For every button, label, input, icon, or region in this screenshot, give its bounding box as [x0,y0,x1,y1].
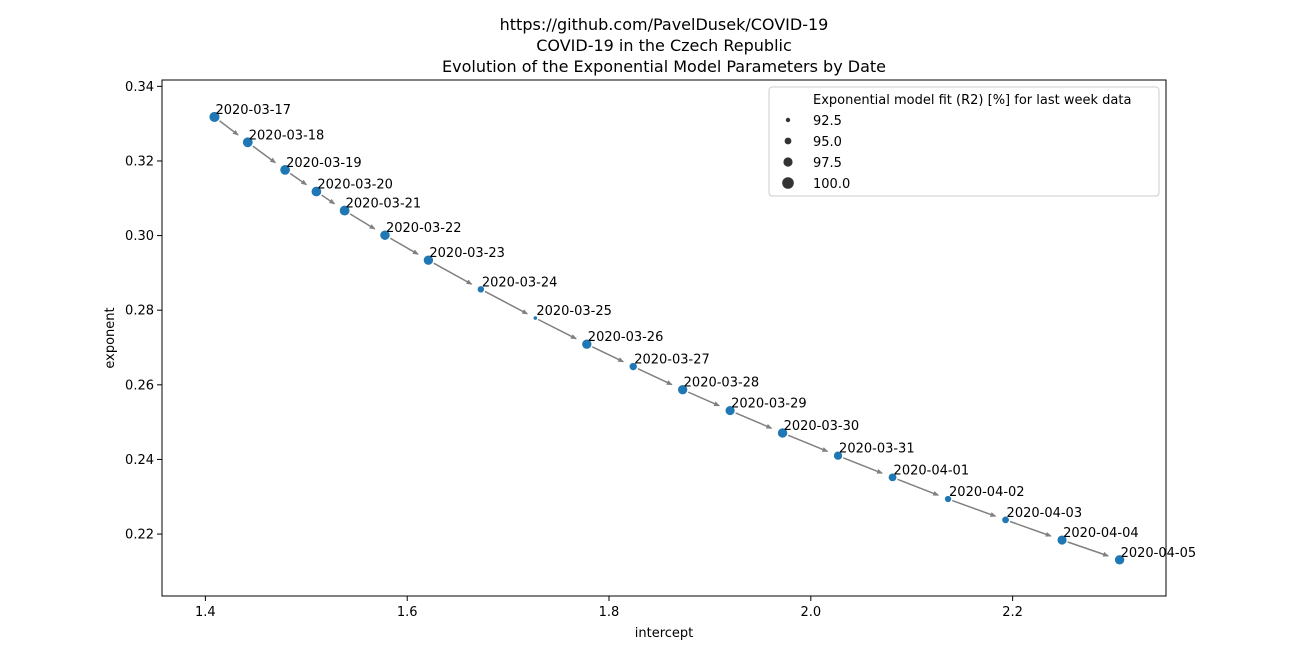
trend-arrow [349,213,376,230]
trend-arrow [484,290,529,315]
chart-title-line-1: https://github.com/PavelDusek/COVID-19 [500,15,829,34]
x-axis: 1.4 1.6 1.8 2.0 2.2 [195,596,1023,620]
point-date-label: 2020-03-25 [536,304,612,319]
point-date-label: 2020-03-18 [249,128,325,143]
x-tick-label: 2.2 [1002,605,1023,620]
y-tick-label: 0.34 [125,80,154,95]
point-date-label: 2020-04-01 [894,463,970,478]
x-axis-label: intercept [635,626,694,641]
y-axis: 0.22 0.24 0.26 0.28 0.30 0.32 0.34 [125,80,162,543]
x-tick-label: 2.0 [800,605,821,620]
data-point [1114,554,1126,566]
trend-arrow [537,318,577,340]
trend-arrow [1009,520,1052,537]
trend-arrow [842,457,883,474]
trend-arrow [687,391,721,407]
data-point [887,472,898,483]
data-point [279,164,291,176]
data-point [379,229,391,241]
data-point [833,450,844,461]
trend-arrow [1067,541,1110,557]
legend-size-marker [783,157,793,167]
trend-arrow [389,237,419,255]
data-point [476,285,485,294]
data-point [581,338,593,350]
data-point [628,362,638,372]
legend-entry-label: 95.0 [813,135,842,150]
data-point [1001,515,1010,525]
point-date-label: 2020-03-26 [588,330,664,345]
legend-title: Exponential model fit (R2) [%] for last … [813,93,1131,108]
y-tick-label: 0.24 [125,453,154,468]
x-tick-label: 1.6 [397,605,418,620]
point-date-label: 2020-03-19 [286,156,362,171]
legend-entry-label: 100.0 [813,177,850,192]
point-date-label: 2020-03-24 [482,275,558,290]
data-point [777,427,789,439]
legend: Exponential model fit (R2) [%] for last … [768,86,1160,197]
data-point [1056,534,1068,546]
trend-arrow [252,145,277,164]
point-date-label: 2020-03-23 [429,246,505,261]
trend-arrow [637,368,673,386]
y-tick-label: 0.22 [125,528,154,543]
data-point [944,495,952,503]
data-point [532,315,538,321]
point-date-label: 2020-04-05 [1121,546,1197,561]
data-point [310,185,323,198]
point-date-label: 2020-03-30 [784,419,860,434]
y-tick-label: 0.30 [125,229,154,244]
chart-title-line-2: COVID-19 in the Czech Republic [536,36,792,55]
trend-arrow [787,434,829,453]
x-tick-label: 1.8 [599,605,620,620]
data-point [338,204,351,217]
point-date-label: 2020-03-22 [386,221,462,236]
y-tick-label: 0.32 [125,154,154,169]
trend-arrow [897,478,940,496]
point-date-label: 2020-03-27 [634,353,710,368]
plot-area: 2020-03-17 2020-03-18 2020-03-19 2020-03-20… [208,103,1197,566]
legend-entry-label: 97.5 [813,156,842,171]
point-date-label: 2020-04-03 [1007,506,1083,521]
legend-box [768,86,1160,197]
point-date-label: 2020-03-17 [215,103,291,118]
trend-arrow [321,194,336,205]
data-point [422,254,434,266]
y-tick-label: 0.26 [125,378,154,393]
y-axis-label: exponent [103,307,118,368]
data-point [677,384,689,396]
legend-size-marker [785,117,791,123]
point-date-label: 2020-03-21 [346,197,422,212]
plot-frame [161,79,1167,597]
legend-size-marker [782,177,794,189]
data-point [724,405,736,416]
point-date-label: 2020-03-20 [317,178,393,193]
data-point [242,136,254,149]
trend-arrow [219,120,239,136]
chart-title-line-3: Evolution of the Exponential Model Param… [442,57,886,76]
point-date-label: 2020-03-31 [839,442,915,457]
data-point [208,111,221,123]
trend-arrow [433,262,473,285]
legend-entry-label: 92.5 [813,114,842,129]
trend-arrow [591,346,625,363]
point-date-label: 2020-03-29 [731,397,807,412]
point-date-label: 2020-04-02 [949,485,1025,500]
point-date-label: 2020-04-04 [1063,526,1139,541]
trend-arrow [289,172,308,186]
point-date-label: 2020-03-28 [684,376,760,391]
trend-arrow [952,499,997,517]
x-tick-label: 1.4 [195,605,216,620]
legend-entries: 92.5 95.0 97.5 100.0 [782,114,850,192]
legend-size-marker [784,137,792,145]
y-tick-label: 0.28 [125,304,154,319]
trend-arrow [735,412,773,429]
